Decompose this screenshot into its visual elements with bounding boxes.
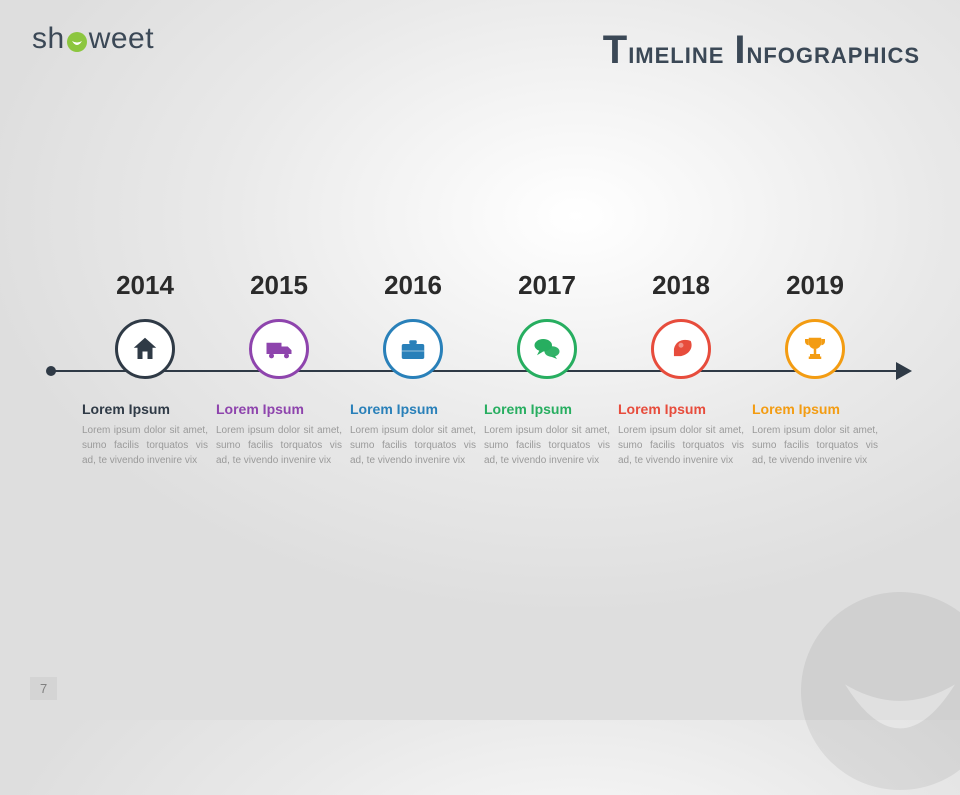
page-title: Timeline Infographics [603,28,920,73]
timeline-item: 2014 Lorem Ipsum Lorem ipsum dolor sit ame… [80,270,210,468]
item-body: Lorem ipsum dolor sit amet, sumo facilis… [482,423,612,468]
chat-icon [517,319,577,379]
year-label: 2019 [750,270,880,301]
year-label: 2015 [214,270,344,301]
item-subtitle: Lorem Ipsum [348,401,478,417]
item-subtitle: Lorem Ipsum [214,401,344,417]
item-subtitle: Lorem Ipsum [80,401,210,417]
watermark-icon [790,570,960,790]
leaf-icon [65,26,89,50]
brand-logo: shweet [32,22,154,56]
item-body: Lorem ipsum dolor sit amet, sumo facilis… [214,423,344,468]
timeline: 2014Lorem IpsumLorem ipsum dolor sit ame… [50,270,910,468]
truck-icon [249,319,309,379]
year-label: 2016 [348,270,478,301]
year-label: 2018 [616,270,746,301]
timeline-item: 2019 Lorem Ipsum Lorem ipsum dolor sit ame… [750,270,880,468]
item-subtitle: Lorem Ipsum [616,401,746,417]
item-body: Lorem ipsum dolor sit amet, sumo facilis… [616,423,746,468]
logo-text-before: sh [32,22,65,55]
page-number-value: 7 [40,681,47,696]
item-body: Lorem ipsum dolor sit amet, sumo facilis… [80,423,210,468]
briefcase-icon [383,319,443,379]
page-number: 7 [30,677,57,700]
timeline-item: 2015 Lorem Ipsum Lorem ipsum dolor sit ame… [214,270,344,468]
logo-text-after: weet [89,22,154,55]
timeline-item: 2017 Lorem Ipsum Lorem ipsum dolor sit ame… [482,270,612,468]
item-body: Lorem ipsum dolor sit amet, sumo facilis… [750,423,880,468]
timeline-items: 2014Lorem IpsumLorem ipsum dolor sit ame… [50,270,910,468]
item-subtitle: Lorem Ipsum [482,401,612,417]
item-subtitle: Lorem Ipsum [750,401,880,417]
timeline-item: 2016 Lorem Ipsum Lorem ipsum dolor sit ame… [348,270,478,468]
trophy-icon [785,319,845,379]
home-icon [115,319,175,379]
year-label: 2014 [80,270,210,301]
year-label: 2017 [482,270,612,301]
timeline-item: 2018 Lorem Ipsum Lorem ipsum dolor sit ame… [616,270,746,468]
rocket-icon [651,319,711,379]
item-body: Lorem ipsum dolor sit amet, sumo facilis… [348,423,478,468]
